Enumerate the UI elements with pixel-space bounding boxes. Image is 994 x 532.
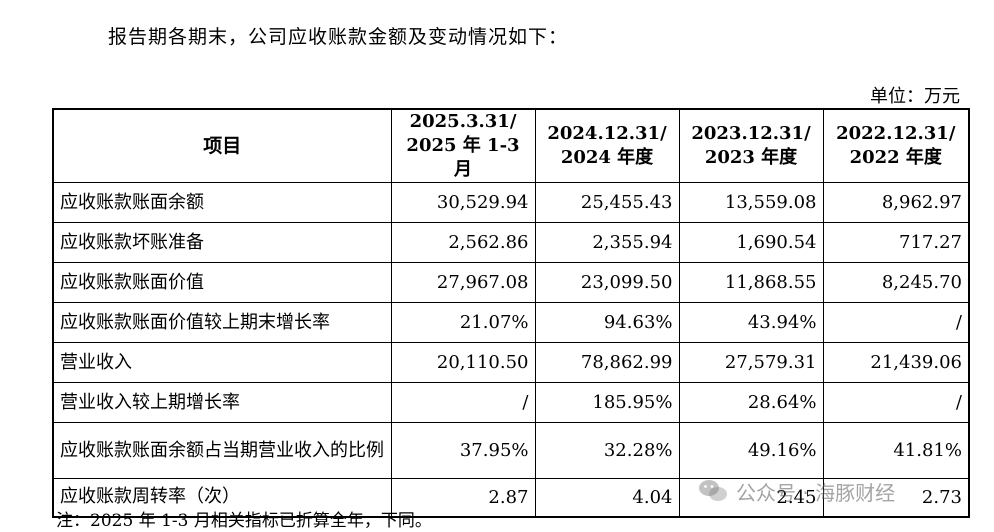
cell-value: 37.95% [390, 422, 536, 479]
cell-value: 2,355.94 [534, 222, 680, 263]
table-row: 营业收入较上期增长率 / 185.95% 28.64% / [52, 382, 970, 423]
cell-value: / [822, 302, 970, 343]
receivables-table: 项目 2025.3.31/2025 年 1-3 月 2024.12.31/202… [52, 108, 970, 518]
header-2023: 2023.12.31/2023 年度 [678, 108, 824, 183]
table-row: 应收账款账面价值 27,967.08 23,099.50 11,868.55 8… [52, 262, 970, 303]
row-label: 营业收入 [52, 342, 392, 383]
header-2022-date: 2022.12.31/ [836, 123, 956, 144]
footnote: 注：2025 年 1-3 月相关指标已折算全年，下同。 [56, 511, 432, 531]
row-label: 应收账款账面价值 [52, 262, 392, 303]
header-2025q1-period: 2025 年 1-3 月 [406, 135, 520, 180]
intro-text: 报告期各期末，公司应收账款金额及变动情况如下： [108, 26, 569, 48]
cell-value: / [822, 382, 970, 423]
header-2024-date: 2024.12.31/ [547, 123, 667, 144]
table-row: 应收账款坏账准备 2,562.86 2,355.94 1,690.54 717.… [52, 222, 970, 263]
cell-value: 49.16% [678, 422, 824, 479]
cell-value: 32.28% [534, 422, 680, 479]
cell-value: 27,967.08 [390, 262, 536, 303]
cell-value: 13,559.08 [678, 182, 824, 223]
unit-label: 单位：万元 [870, 86, 960, 107]
header-2022: 2022.12.31/2022 年度 [822, 108, 970, 183]
header-2025q1: 2025.3.31/2025 年 1-3 月 [390, 108, 536, 183]
row-label: 应收账款账面价值较上期末增长率 [52, 302, 392, 343]
cell-value: 27,579.31 [678, 342, 824, 383]
table-row: 应收账款账面余额占当期营业收入的比例 37.95% 32.28% 49.16% … [52, 422, 970, 479]
row-label: 营业收入较上期增长率 [52, 382, 392, 423]
cell-value: 23,099.50 [534, 262, 680, 303]
cell-value: 43.94% [678, 302, 824, 343]
cell-value: 8,962.97 [822, 182, 970, 223]
cell-value: 11,868.55 [678, 262, 824, 303]
row-label: 应收账款账面余额 [52, 182, 392, 223]
cell-value: 4.04 [534, 478, 680, 517]
table-row: 应收账款账面价值较上期末增长率 21.07% 94.63% 43.94% / [52, 302, 970, 343]
cell-value: 8,245.70 [822, 262, 970, 303]
cell-value: 2,562.86 [390, 222, 536, 263]
cell-value: 2.87 [390, 478, 536, 517]
cell-value: 78,862.99 [534, 342, 680, 383]
cell-value: 21,439.06 [822, 342, 970, 383]
row-label: 应收账款坏账准备 [52, 222, 392, 263]
table-header-row: 项目 2025.3.31/2025 年 1-3 月 2024.12.31/202… [52, 108, 970, 183]
header-2024: 2024.12.31/2024 年度 [534, 108, 680, 183]
table-row: 应收账款账面余额 30,529.94 25,455.43 13,559.08 8… [52, 182, 970, 223]
header-2023-date: 2023.12.31/ [691, 123, 811, 144]
header-2025q1-date: 2025.3.31/ [409, 111, 517, 132]
row-label: 应收账款周转率（次） [52, 478, 392, 517]
cell-value: 28.64% [678, 382, 824, 423]
cell-value: 30,529.94 [390, 182, 536, 223]
header-2024-period: 2024 年度 [560, 147, 654, 168]
cell-value: 20,110.50 [390, 342, 536, 383]
header-item: 项目 [52, 108, 392, 183]
cell-value: 21.07% [390, 302, 536, 343]
cell-value: 2.45 [678, 478, 824, 517]
table-row: 营业收入 20,110.50 78,862.99 27,579.31 21,43… [52, 342, 970, 383]
cell-value: 185.95% [534, 382, 680, 423]
cell-value: 94.63% [534, 302, 680, 343]
cell-value: 25,455.43 [534, 182, 680, 223]
header-2022-period: 2022 年度 [849, 147, 942, 168]
table-row: 应收账款周转率（次） 2.87 4.04 2.45 2.73 [52, 478, 970, 517]
header-2023-period: 2023 年度 [704, 147, 798, 168]
cell-value: 1,690.54 [678, 222, 824, 263]
cell-value: 717.27 [822, 222, 970, 263]
cell-value: 2.73 [822, 478, 970, 517]
cell-value: / [390, 382, 536, 423]
row-label: 应收账款账面余额占当期营业收入的比例 [52, 422, 392, 479]
cell-value: 41.81% [822, 422, 970, 479]
